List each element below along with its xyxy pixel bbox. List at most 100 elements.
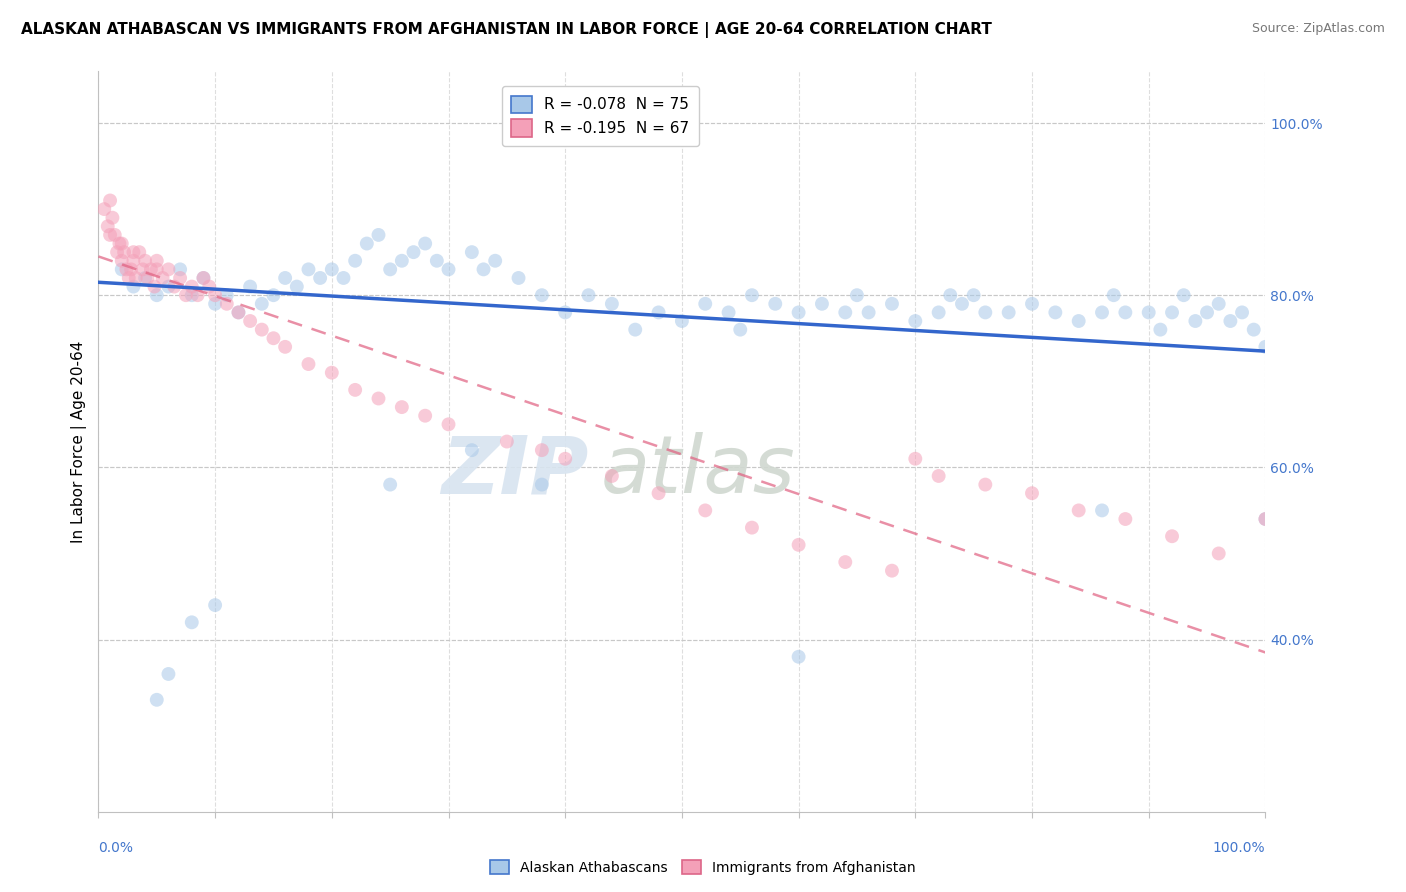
Point: [101, 211, 124, 225]
Point: [1067, 503, 1090, 517]
Point: [997, 305, 1019, 319]
Point: [974, 305, 997, 319]
Point: [928, 305, 950, 319]
Point: [413, 236, 436, 251]
Point: [134, 271, 156, 285]
Point: [128, 245, 150, 260]
Point: [402, 245, 425, 260]
Point: [834, 305, 856, 319]
Point: [904, 314, 927, 328]
Point: [741, 521, 763, 535]
Point: [344, 383, 367, 397]
Point: [647, 305, 669, 319]
Point: [239, 314, 262, 328]
Point: [391, 400, 413, 414]
Point: [215, 288, 238, 302]
Point: [120, 262, 142, 277]
Point: [125, 271, 148, 285]
Point: [187, 288, 209, 302]
Point: [880, 564, 903, 578]
Point: [262, 288, 284, 302]
Point: [1243, 323, 1265, 337]
Point: [152, 271, 174, 285]
Point: [380, 262, 402, 277]
Point: [1114, 305, 1136, 319]
Point: [437, 262, 460, 277]
Point: [344, 253, 367, 268]
Point: [204, 598, 226, 612]
Point: [262, 331, 284, 345]
Point: [297, 357, 319, 371]
Point: [1102, 288, 1125, 302]
Point: [1208, 297, 1230, 311]
Point: [356, 236, 378, 251]
Point: [1137, 305, 1160, 319]
Text: Source: ZipAtlas.com: Source: ZipAtlas.com: [1251, 22, 1385, 36]
Point: [122, 245, 145, 260]
Legend: Alaskan Athabascans, Immigrants from Afghanistan: Alaskan Athabascans, Immigrants from Afg…: [484, 855, 922, 880]
Point: [274, 340, 297, 354]
Point: [671, 314, 693, 328]
Point: [146, 262, 169, 277]
Point: [1184, 314, 1206, 328]
Point: [695, 297, 717, 311]
Point: [846, 288, 869, 302]
Text: ZIP: ZIP: [441, 432, 589, 510]
Point: [717, 305, 740, 319]
Text: 0.0%: 0.0%: [98, 841, 134, 855]
Text: 100.0%: 100.0%: [1213, 841, 1265, 855]
Point: [624, 323, 647, 337]
Point: [157, 279, 180, 293]
Point: [437, 417, 460, 432]
Point: [554, 305, 576, 319]
Point: [1254, 512, 1277, 526]
Point: [250, 323, 273, 337]
Point: [950, 297, 973, 311]
Point: [367, 392, 389, 406]
Point: [204, 288, 226, 302]
Point: [250, 297, 273, 311]
Point: [228, 305, 250, 319]
Point: [367, 227, 389, 242]
Point: [695, 503, 717, 517]
Point: [904, 451, 927, 466]
Point: [134, 253, 156, 268]
Point: [496, 434, 519, 449]
Point: [600, 469, 623, 483]
Point: [180, 288, 202, 302]
Point: [1021, 297, 1043, 311]
Point: [1021, 486, 1043, 500]
Point: [111, 236, 134, 251]
Point: [169, 262, 191, 277]
Legend: R = -0.078  N = 75, R = -0.195  N = 67: R = -0.078 N = 75, R = -0.195 N = 67: [502, 87, 699, 146]
Text: ALASKAN ATHABASCAN VS IMMIGRANTS FROM AFGHANISTAN IN LABOR FORCE | AGE 20-64 COR: ALASKAN ATHABASCAN VS IMMIGRANTS FROM AF…: [21, 22, 993, 38]
Point: [974, 477, 997, 491]
Point: [180, 279, 202, 293]
Point: [530, 477, 553, 491]
Point: [115, 262, 138, 277]
Point: [97, 219, 120, 234]
Point: [928, 469, 950, 483]
Point: [1149, 323, 1171, 337]
Point: [146, 288, 169, 302]
Point: [239, 279, 262, 293]
Point: [104, 227, 127, 242]
Point: [600, 297, 623, 311]
Point: [143, 279, 166, 293]
Point: [215, 297, 238, 311]
Point: [834, 555, 856, 569]
Point: [1208, 546, 1230, 560]
Text: atlas: atlas: [600, 432, 794, 510]
Point: [132, 262, 155, 277]
Point: [1219, 314, 1241, 328]
Point: [939, 288, 962, 302]
Point: [163, 279, 186, 293]
Point: [1091, 503, 1114, 517]
Point: [228, 305, 250, 319]
Point: [108, 236, 131, 251]
Point: [741, 288, 763, 302]
Point: [413, 409, 436, 423]
Point: [530, 288, 553, 302]
Point: [472, 262, 495, 277]
Y-axis label: In Labor Force | Age 20-64: In Labor Force | Age 20-64: [72, 341, 87, 542]
